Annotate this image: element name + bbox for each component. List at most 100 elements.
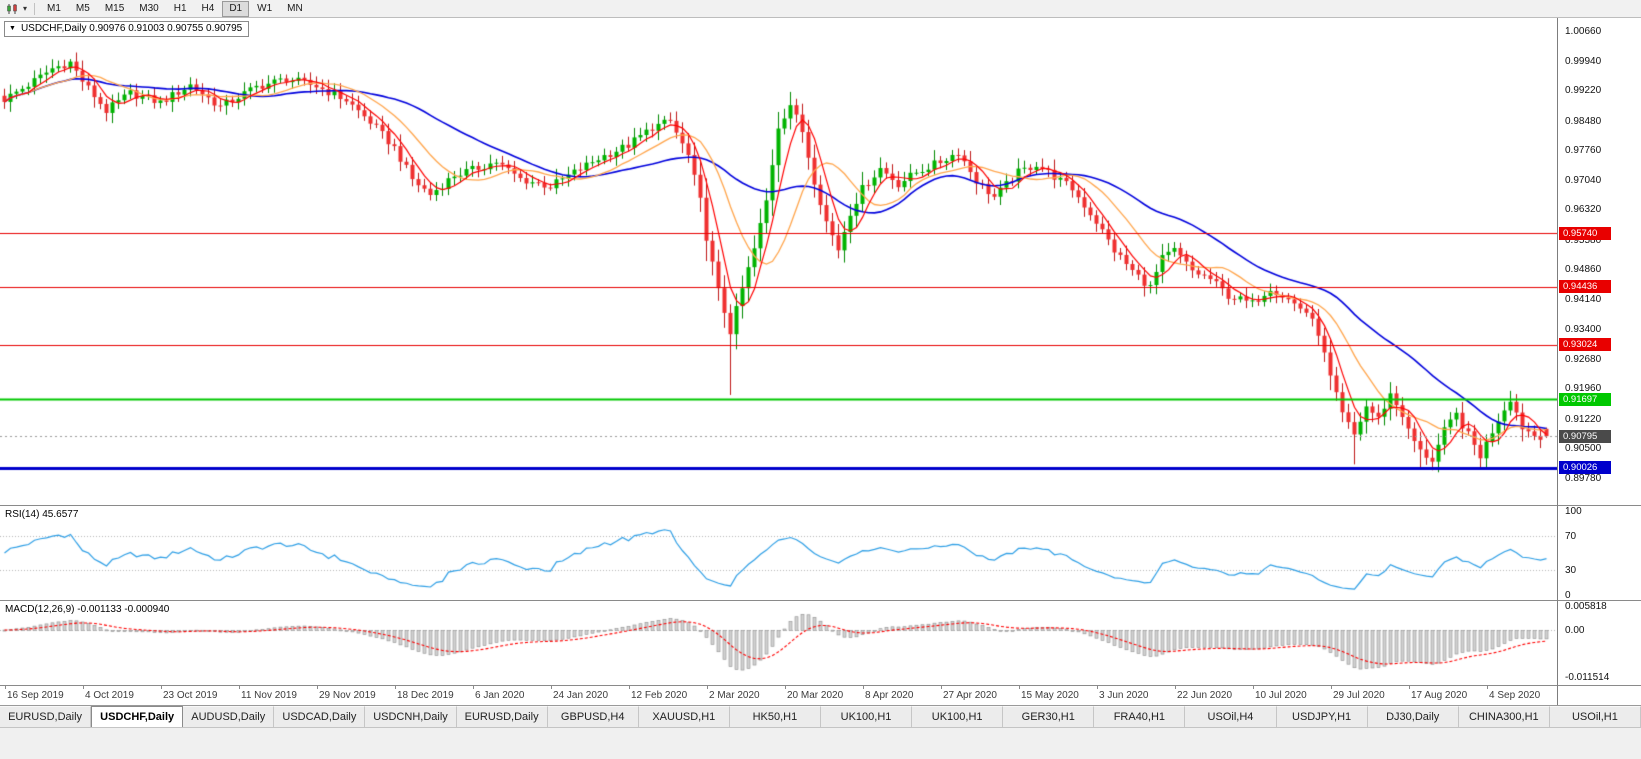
chart-tab-usdcad-daily[interactable]: USDCAD,Daily — [274, 706, 366, 727]
price-axis-label: 0.97040 — [1565, 174, 1602, 186]
chart-tab-gbpusd-h4[interactable]: GBPUSD,H4 — [547, 706, 639, 727]
macd-label: MACD(12,26,9) -0.001133 -0.000940 — [5, 604, 170, 615]
date-tick — [5, 686, 6, 689]
chart-tab-usoil-h1[interactable]: USOil,H1 — [1549, 706, 1641, 727]
rsi-panel[interactable]: RSI(14) 45.6577 — [0, 505, 1557, 600]
macd-axis-label: 0.005818 — [1565, 601, 1607, 613]
price-axis-label: 0.98480 — [1565, 115, 1602, 127]
date-tick — [629, 686, 630, 689]
price-axis-label: 0.89780 — [1565, 472, 1602, 484]
timeframe-button-h1[interactable]: H1 — [173, 2, 187, 14]
chart-tab-usdcnh-daily[interactable]: USDCNH,Daily — [365, 706, 457, 727]
date-tick — [239, 686, 240, 689]
price-tag-level-5: 0.90026 — [1559, 461, 1611, 475]
date-axis-label: 12 Feb 2020 — [631, 690, 688, 701]
timeframe-button-m30[interactable]: M30 — [139, 2, 159, 14]
date-axis[interactable]: 16 Sep 2019 4 Oct 2019 23 Oct 2019 11 Nov 2… — [0, 685, 1557, 705]
chart-tab-fra40-h1[interactable]: FRA40,H1 — [1094, 706, 1186, 727]
date-tick — [1097, 686, 1098, 689]
macd-panel[interactable]: MACD(12,26,9) -0.001133 -0.000940 — [0, 600, 1557, 685]
price-axis-label: 0.97760 — [1565, 145, 1602, 157]
timeframe-button-d1[interactable]: D1 — [222, 0, 250, 17]
rsi-axis-label: 70 — [1565, 531, 1577, 543]
date-axis-label: 20 Mar 2020 — [787, 690, 844, 701]
date-axis-label: 4 Sep 2020 — [1489, 690, 1541, 701]
date-tick — [1487, 686, 1488, 689]
chart-tab-xauusd-h1[interactable]: XAUUSD,H1 — [638, 706, 730, 727]
chart-type-icon[interactable] — [4, 2, 20, 16]
candlestick-canvas[interactable] — [0, 18, 1557, 505]
chart-tab-usdchf-daily[interactable]: USDCHF,Daily — [91, 706, 184, 727]
date-tick — [1253, 686, 1254, 689]
date-axis-label: 17 Aug 2020 — [1411, 690, 1468, 701]
chart-tab-audusd-daily[interactable]: AUDUSD,Daily — [183, 706, 275, 727]
chart-tab-usoil-h4[interactable]: USOil,H4 — [1185, 706, 1277, 727]
date-tick — [1331, 686, 1332, 689]
date-tick — [1019, 686, 1020, 689]
price-tag-current: 0.90795 — [1559, 429, 1611, 443]
price-tag-level-2: 0.94436 — [1559, 280, 1611, 294]
date-tick — [707, 686, 708, 689]
chart-ohlc-label: ▼ USDCHF,Daily 0.90976 0.91003 0.90755 0… — [4, 21, 250, 37]
price-axis-label: 0.90500 — [1565, 443, 1602, 455]
timeframe-toolbar: ▾ M1 M5 M15 M30 H1 H4 D1 W1 MN — [0, 0, 1641, 18]
date-axis-label: 15 May 2020 — [1021, 690, 1079, 701]
rsi-canvas[interactable] — [0, 506, 1557, 600]
price-axis-label: 0.95580 — [1565, 234, 1602, 246]
price-tag-level-1: 0.95740 — [1559, 226, 1611, 240]
chart-tab-eurusd-daily[interactable]: EURUSD,Daily — [456, 706, 548, 727]
timeframe-buttons-group: M1 M5 M15 M30 H1 H4 D1 W1 MN — [40, 0, 310, 17]
date-tick — [785, 686, 786, 689]
date-tick — [473, 686, 474, 689]
chart-tab-uk100-h1[interactable]: UK100,H1 — [820, 706, 913, 727]
chart-tab-ger30-h1[interactable]: GER30,H1 — [1003, 706, 1095, 727]
date-axis-label: 2 Mar 2020 — [709, 690, 760, 701]
macd-axis-label: 0.00 — [1565, 625, 1585, 637]
chart-tab-uk100-h1[interactable]: UK100,H1 — [912, 706, 1004, 727]
price-axis-label: 0.91220 — [1565, 413, 1602, 425]
status-bar — [0, 727, 1641, 759]
macd-canvas[interactable] — [0, 601, 1557, 685]
price-axis-label: 0.92680 — [1565, 353, 1602, 365]
chart-tab-bar: EURUSD,Daily USDCHF,Daily AUDUSD,Daily USDC… — [0, 705, 1641, 727]
date-axis-label: 8 Apr 2020 — [865, 690, 914, 701]
date-tick — [317, 686, 318, 689]
chart-tab-china300-h1[interactable]: CHINA300,H1 — [1458, 706, 1550, 727]
timeframe-button-m1[interactable]: M1 — [47, 2, 61, 14]
date-tick — [551, 686, 552, 689]
macd-axis[interactable]: 0.005818 0.00 -0.011514 — [1557, 600, 1641, 685]
timeframe-button-mn[interactable]: MN — [287, 2, 303, 14]
date-tick — [1175, 686, 1176, 689]
date-axis-label: 29 Nov 2019 — [319, 690, 376, 701]
price-axis-label: 0.94140 — [1565, 293, 1602, 305]
date-axis-label: 18 Dec 2019 — [397, 690, 454, 701]
price-axis[interactable]: 1.00660 0.99940 0.99220 0.98480 0.97760 0.970… — [1557, 18, 1641, 505]
date-axis-label: 22 Jun 2020 — [1177, 690, 1233, 701]
price-axis-label: 0.91960 — [1565, 383, 1602, 395]
price-axis-label: 0.93400 — [1565, 324, 1602, 336]
main-chart-panel[interactable]: ▼ USDCHF,Daily 0.90976 0.91003 0.90755 0… — [0, 18, 1557, 505]
date-axis-label: 27 Apr 2020 — [943, 690, 997, 701]
chart-tab-hk50-h1[interactable]: HK50,H1 — [729, 706, 821, 727]
date-tick — [83, 686, 84, 689]
price-axis-label: 0.99940 — [1565, 55, 1602, 67]
date-axis-label: 16 Sep 2019 — [7, 690, 64, 701]
timeframe-button-w1[interactable]: W1 — [257, 2, 273, 14]
date-axis-corner — [1557, 685, 1641, 705]
chart-tab-usdjpy-h1[interactable]: USDJPY,H1 — [1276, 706, 1368, 727]
timeframe-button-m5[interactable]: M5 — [75, 2, 90, 14]
date-axis-label: 10 Jul 2020 — [1255, 690, 1307, 701]
date-tick — [1409, 686, 1410, 689]
dropdown-caret-icon[interactable]: ▾ — [23, 4, 28, 13]
chart-tab-dj30-daily[interactable]: DJ30,Daily — [1367, 706, 1459, 727]
timeframe-button-m15[interactable]: M15 — [104, 2, 125, 14]
chart-title-text: USDCHF,Daily 0.90976 0.91003 0.90755 0.9… — [20, 23, 243, 34]
timeframe-button-h4[interactable]: H4 — [201, 2, 215, 14]
toolbar-separator — [34, 2, 36, 15]
date-tick — [941, 686, 942, 689]
collapse-arrow-icon[interactable]: ▼ — [9, 25, 16, 32]
chart-tab-eurusd-daily[interactable]: EURUSD,Daily — [0, 706, 92, 727]
price-tag-level-3: 0.93024 — [1559, 338, 1611, 352]
rsi-axis[interactable]: 100 70 30 0 — [1557, 505, 1641, 601]
price-axis-label: 0.99220 — [1565, 85, 1602, 97]
